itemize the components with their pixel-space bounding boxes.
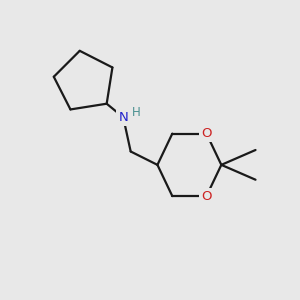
Text: O: O — [201, 190, 212, 202]
Text: O: O — [201, 127, 212, 140]
Text: H: H — [132, 106, 141, 119]
Text: N: N — [118, 111, 128, 124]
